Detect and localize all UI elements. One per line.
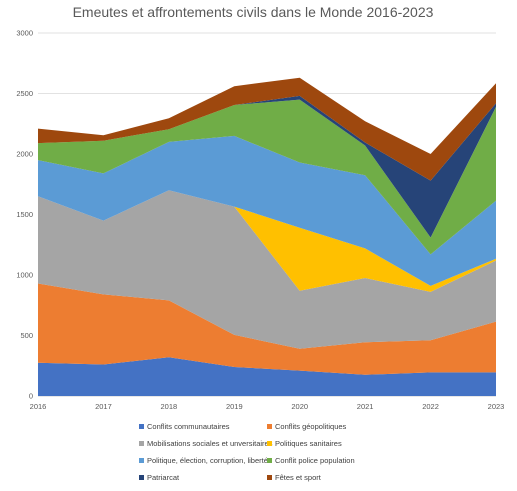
area-fetes-et-sport <box>38 77 496 181</box>
chart-title: Emeutes et affrontements civils dans le … <box>73 4 434 20</box>
x-tick-label: 2023 <box>488 402 505 411</box>
area-mobilisations-sociales-et-unversitaires <box>38 190 496 349</box>
x-axis-ticks: 2016 2017 2018 2019 2020 2021 2022 2023 <box>30 402 505 411</box>
area-conflit-police-population <box>38 99 496 255</box>
legend-label: Conflits géopolitiques <box>275 422 347 431</box>
y-tick-label: 3000 <box>16 29 33 38</box>
legend-swatch <box>267 424 272 429</box>
y-tick-label: 500 <box>20 331 33 340</box>
legend-swatch <box>267 475 272 480</box>
legend: Conflits communautaires Conflits géopolit… <box>139 422 355 482</box>
y-tick-label: 1000 <box>16 271 33 280</box>
legend-label: Politique, élection, corruption, liberté… <box>147 456 272 465</box>
legend-swatch <box>267 441 272 446</box>
y-tick-label: 2000 <box>16 150 33 159</box>
y-tick-label: 0 <box>29 392 33 401</box>
x-tick-label: 2021 <box>357 402 374 411</box>
y-tick-label: 1500 <box>16 210 33 219</box>
legend-label: Politiques sanitaires <box>275 439 342 448</box>
x-tick-label: 2018 <box>161 402 178 411</box>
legend-swatch <box>139 424 144 429</box>
area-patriarcat <box>38 95 496 238</box>
area-politiques-sanitaires <box>38 190 496 292</box>
legend-label: Conflit police population <box>275 456 355 465</box>
legend-label: Patriarcat <box>147 473 180 482</box>
legend-label: Fêtes et sport <box>275 473 322 482</box>
legend-label: Conflits communautaires <box>147 422 230 431</box>
area-conflits-communautaires <box>38 357 496 396</box>
x-tick-label: 2020 <box>291 402 308 411</box>
legend-swatch <box>267 458 272 463</box>
x-tick-label: 2017 <box>95 402 112 411</box>
legend-label: Mobilisations sociales et unversitaires <box>147 439 273 448</box>
x-tick-label: 2016 <box>30 402 47 411</box>
stacked-areas <box>38 77 496 396</box>
legend-swatch <box>139 475 144 480</box>
x-tick-label: 2022 <box>422 402 439 411</box>
legend-swatch <box>139 458 144 463</box>
area-conflits-geopolitiques <box>38 283 496 375</box>
area-politique-election-corruption-libertes <box>38 135 496 286</box>
y-tick-label: 2500 <box>16 89 33 98</box>
y-axis-ticks: 0 500 1000 1500 2000 2500 3000 <box>16 29 33 401</box>
legend-swatch <box>139 441 144 446</box>
x-tick-label: 2019 <box>226 402 243 411</box>
